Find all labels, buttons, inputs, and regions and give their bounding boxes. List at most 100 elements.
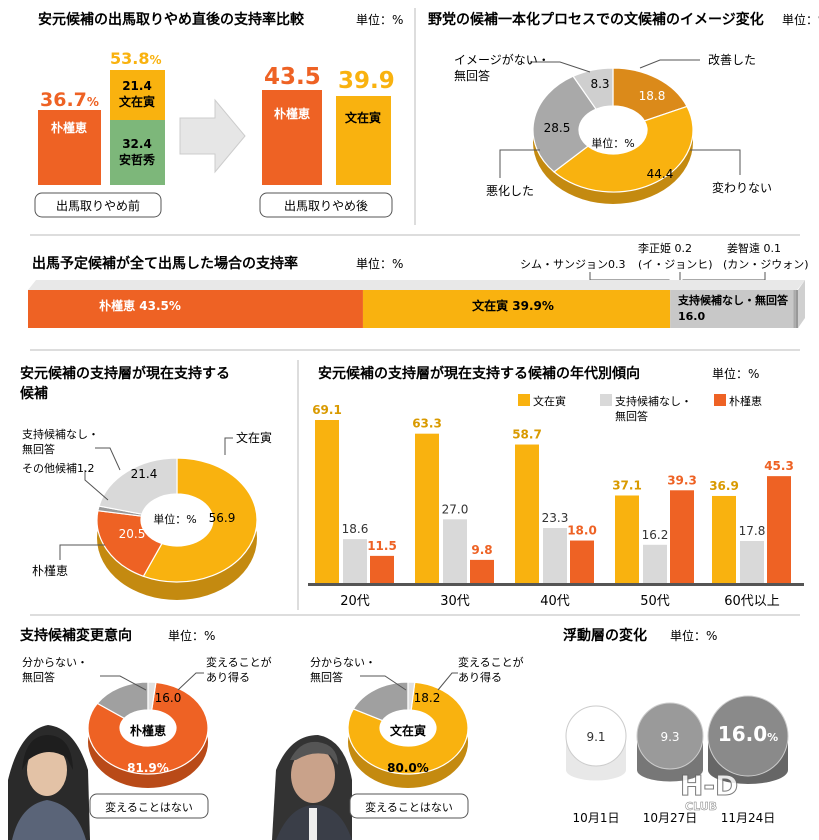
p5-bar-none-0 [343,539,367,583]
p5-val-moon-4: 36.9 [709,479,739,493]
p3-seg-sim-bar [793,290,796,328]
p5-val-none-0: 18.6 [342,522,369,536]
p5-xlabel-2: 40代 [540,594,570,609]
p5-val-moon-2: 58.7 [512,428,542,442]
p6-park-can-1: 変えることが [206,655,272,669]
p5-title: 安元候補の支持層が現在支持する候補の年代別傾向 [318,365,640,382]
p5-val-moon-0: 69.1 [312,403,342,417]
p1-after-moon: 39.9 [338,68,395,94]
p7-cyl-top-1 [636,702,704,770]
p1-after-park: 43.5 [264,64,321,90]
p7-val-0: 9.1 [586,730,605,744]
p6-park-leader-unknown [100,675,147,691]
p2-val-worse: 28.5 [544,121,571,135]
p5-val-none-4: 17.8 [739,524,766,538]
p6-park-can-2: あり得る [206,671,250,684]
p1-after-park-name: 朴槿恵 [274,106,310,121]
p5-baseline [308,583,804,586]
p6-moon-donut [347,681,469,775]
svg-text:CLUB: CLUB [685,800,717,813]
p1-before-label: 出馬取りやめ前 [56,198,140,213]
p6-moon-no: 80.0% [387,761,429,775]
p3-ann-kang-2: (カン・ジウォン) [723,258,809,271]
p1-ahn-val: 32.4 [122,137,152,151]
p3-seg-park: 朴槿恵 43.5% [99,298,181,313]
donut-hole [120,710,176,746]
p6-moon-nochange: 変えることはない [365,800,453,814]
p2-val-noimage: 8.3 [590,77,609,91]
p6-park-leader-can [177,672,204,691]
p1-before-box [34,192,162,218]
p2-leader-noimage [530,61,591,73]
p3-ann-lee-2: (イ・ジョンヒ) [638,258,713,271]
p5-xlabel-0: 20代 [340,594,370,609]
p7-xlabel-0: 10月1日 [573,811,620,825]
p2-unit-center: 単位：% [591,136,634,150]
p1-after-moon-name: 文在寅 [345,110,381,125]
p4-leader-other [84,470,109,501]
p4-val-none: 21.4 [131,467,158,481]
p4-unit-center: 単位：% [153,512,196,526]
p1-ahn-name: 安哲秀 [119,152,156,167]
p1-stack-total: 53.8% [110,49,162,68]
p3-seg-lee-bar [795,290,798,328]
p6-park-unknown-2: 無回答 [22,670,55,684]
donut-hole [380,710,436,746]
p6-title: 支持候補変更意向 [19,627,132,644]
watermark-logo: H-D CLUB [680,769,739,814]
p3-seg-moon: 文在寅 39.9% [472,298,554,313]
p1-moon-val: 21.4 [122,79,152,93]
p3-ann-sim: シム・サンジョン0.3 [520,258,626,271]
p5-legend-none-swatch [600,394,612,406]
p3-seg-none-1: 支持候補なし・無回答 [677,293,789,307]
donut-hole [579,106,647,154]
p4-val-moon: 56.9 [209,511,236,525]
p5-val-none-1: 27.0 [442,502,469,516]
p3-seg-park-bar [28,290,363,328]
p5-bar-moon-2 [515,444,539,583]
p1-park-pct: 36.7% [40,89,99,111]
p1-after-label: 出馬取りやめ後 [284,199,368,213]
p7-xlabel-1: 10月27日 [643,811,698,825]
p7-val-1: 9.3 [660,730,679,744]
p4-leader-none [95,447,121,471]
p7-val-sym: % [767,731,778,744]
svg-text:H-D: H-D [680,769,738,802]
p2-title: 野党の候補一本化プロセスでの文候補のイメージ変化 [428,11,764,28]
p1-bar-ahn-before [110,120,165,185]
p5-bar-none-2 [543,528,567,583]
p6-moon-nochange-box [349,793,469,819]
p3-bar-top [28,280,805,290]
p6-park-name: 朴槿恵 [130,723,166,738]
p4-title-2: 候補 [20,385,48,402]
p1-bar-moon-after [336,96,391,185]
p6-moon-unknown-2: 無回答 [310,670,343,684]
p6-moon-can-1: 変えることが [458,655,524,669]
p3-bar-side [798,280,805,328]
p7-title: 浮動層の変化 [563,627,647,644]
p2-unit: 単位：% [782,12,819,27]
p1-moon-name: 文在寅 [119,94,155,109]
p6-park-no: 81.9% [127,761,169,775]
p7-cyl-top-2 [707,695,789,777]
p5-legend-moon: 文在寅 [533,394,566,408]
p6-moon-can-2: あり得る [458,671,502,684]
p3-seg-none-2: 16.0 [678,310,705,323]
p4-leader-moon [224,437,233,455]
p7-cyl-top-0 [565,705,627,767]
p4-donut [96,457,258,583]
p4-leader-park [59,544,105,560]
p6-moon-leader-can [437,672,458,691]
p5-val-park-4: 45.3 [764,459,794,473]
p5-val-none-3: 16.2 [642,528,669,542]
p4-label-moon: 文在寅 [236,430,272,445]
p6-park-can: 16.0 [155,691,182,705]
p2-val-improved: 18.8 [639,89,666,103]
p5-legend-none-2: 無回答 [615,409,648,423]
p6-park-nochange-box [89,793,209,819]
p5-legend-moon-swatch [518,394,530,406]
p1-bar-park-before [38,110,101,185]
p5-val-park-0: 11.5 [367,539,397,553]
p7-cyl-bottom-0 [566,759,626,781]
p7-xlabel-2: 11月24日 [721,811,776,825]
